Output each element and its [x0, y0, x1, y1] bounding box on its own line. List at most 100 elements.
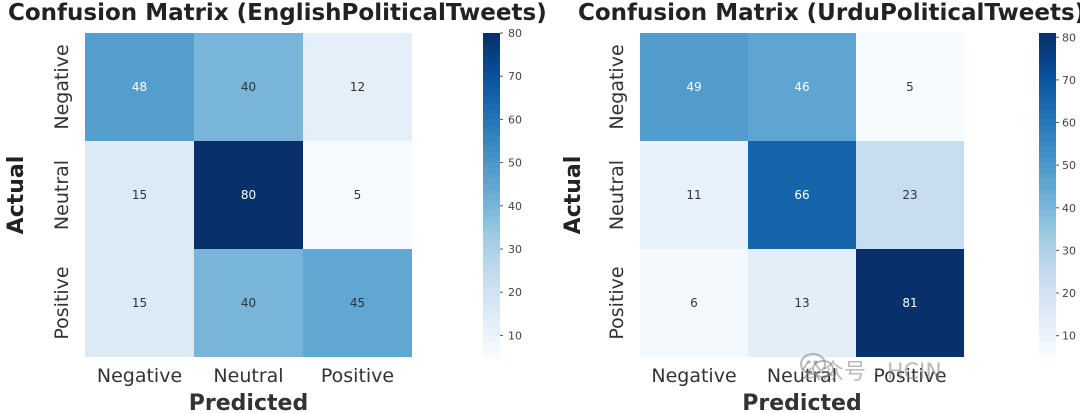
colorbar-segment [1039, 87, 1056, 93]
colorbar-segment [1039, 205, 1056, 212]
colorbar-segment [483, 81, 500, 88]
colorbar-segment [1039, 297, 1056, 304]
colorbar-segment [1039, 330, 1056, 336]
colorbar-segment [483, 286, 500, 293]
colorbar-segment [1039, 276, 1056, 282]
cell-value-label: 81 [902, 296, 917, 310]
colorbar-segment [1039, 319, 1056, 326]
colorbar-segment [483, 319, 500, 326]
colorbar-segment [483, 259, 500, 266]
colorbar-segment [1039, 254, 1056, 261]
colorbar-segment [1039, 286, 1056, 293]
colorbar-tick-label: 50 [1062, 159, 1076, 172]
colorbar-tick-label: 60 [508, 113, 522, 126]
colorbar-segment [483, 335, 500, 342]
y-tick-label: Negative [51, 44, 73, 129]
wechat-icon [800, 353, 834, 378]
heatmap-cell [85, 249, 194, 357]
colorbar-segment [483, 49, 500, 56]
heatmap-cell [194, 141, 303, 249]
colorbar-segment [483, 173, 500, 180]
colorbar-segment [1039, 292, 1056, 299]
x-axis-label: Predicted [189, 391, 308, 413]
cell-value-label: 15 [132, 296, 147, 310]
colorbar-segment [1039, 124, 1056, 131]
colorbar-tick-label: 80 [508, 27, 522, 40]
colorbar-segment [1039, 70, 1056, 77]
x-tick-label: Positive [321, 365, 394, 387]
colorbar-segment [483, 281, 500, 288]
colorbar-segment [483, 157, 500, 164]
heatmap-cell [194, 33, 303, 141]
colorbar-segment [483, 65, 500, 72]
cell-value-label: 11 [686, 188, 701, 202]
heatmap-cell [303, 249, 412, 357]
colorbar-segment [1039, 97, 1056, 104]
colorbar-segment [483, 87, 500, 93]
colorbar-segment [1039, 227, 1056, 234]
x-tick-label: Neutral [213, 365, 283, 387]
colorbar-segment [1039, 184, 1056, 191]
chart-title-urdu: Confusion Matrix (UrduPoliticalTweets) [578, 0, 1080, 26]
colorbar-segment [483, 346, 500, 353]
colorbar-segment [1039, 141, 1056, 147]
y-tick-label: Negative [606, 44, 628, 129]
cell-value-label: 48 [132, 80, 147, 94]
cell-value-label: 45 [350, 296, 365, 310]
heatmap-cell [640, 141, 748, 249]
y-axis-label: Actual [561, 156, 586, 235]
colorbar-segment [1039, 189, 1056, 196]
colorbar-segment [483, 146, 500, 153]
heatmap-cell [856, 141, 964, 249]
colorbar-segment [483, 33, 500, 39]
colorbar-segment [483, 313, 500, 320]
y-tick-label: Neutral [606, 160, 628, 230]
heatmap-cell [748, 249, 856, 357]
colorbar-segment [483, 308, 500, 315]
colorbar-tick-label: 20 [1062, 287, 1076, 300]
cell-value-label: 5 [354, 188, 362, 202]
colorbar-segment [483, 141, 500, 147]
colorbar-segment [483, 119, 500, 126]
colorbar-segment [1039, 76, 1056, 83]
colorbar-segment [483, 43, 500, 50]
colorbar-segment [1039, 43, 1056, 50]
colorbar-segment [1039, 49, 1056, 56]
colorbar-segment [1039, 92, 1056, 99]
colorbar-tick-label: 20 [508, 286, 522, 299]
heatmap-cell [640, 33, 748, 141]
colorbar-segment [1039, 238, 1056, 245]
y-tick-label: Positive [606, 266, 628, 339]
colorbar-segment [483, 254, 500, 261]
cell-value-label: 46 [794, 80, 809, 94]
heatmap-cell [856, 33, 964, 141]
colorbar-segment [483, 303, 500, 309]
colorbar-segment [483, 184, 500, 191]
y-axis-label: Actual [4, 156, 29, 235]
colorbar-segment [1039, 222, 1056, 228]
colorbar-tick-label: 30 [508, 243, 522, 256]
heatmap-cell [640, 249, 748, 357]
colorbar-segment [483, 114, 500, 120]
colorbar-segment [483, 205, 500, 212]
colorbar-segment [1039, 60, 1056, 66]
y-tick-label: Neutral [51, 160, 73, 230]
colorbar-segment [1039, 146, 1056, 153]
colorbar-segment [1039, 130, 1056, 137]
colorbar-tick-label: 70 [1062, 74, 1076, 87]
colorbar-segment [1039, 178, 1056, 185]
colorbar-tick-label: 60 [1062, 117, 1076, 130]
colorbar-segment [483, 216, 500, 223]
cell-value-label: 80 [241, 188, 256, 202]
colorbar-tick-label: 10 [1062, 330, 1076, 343]
colorbar-segment [1039, 151, 1056, 158]
cell-value-label: 66 [794, 188, 809, 202]
heatmap-cell [194, 249, 303, 357]
colorbar-segment [483, 168, 500, 174]
heatmap-cell [85, 141, 194, 249]
chart-title-english: Confusion Matrix (EnglishPoliticalTweets… [8, 0, 547, 26]
x-axis-label: Predicted [742, 391, 861, 413]
colorbar-segment [1039, 65, 1056, 72]
colorbar-segment [1039, 270, 1056, 277]
